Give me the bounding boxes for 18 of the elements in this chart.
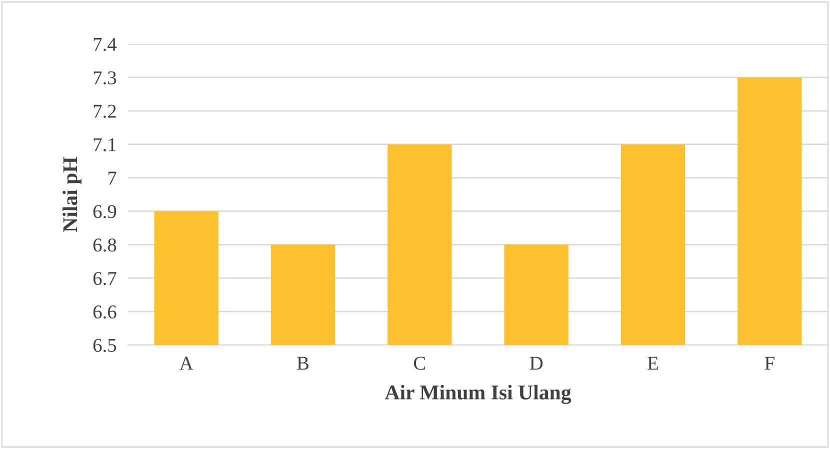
y-tick-label: 6.5	[93, 338, 116, 352]
y-tick-label: 6.8	[93, 238, 116, 252]
x-tick-label: C	[414, 356, 426, 370]
y-tick-label: 6.6	[93, 305, 116, 319]
x-tick-label: B	[297, 356, 309, 370]
y-tick-label: 7.2	[94, 104, 116, 118]
y-tick-label: 7.4	[94, 38, 117, 52]
x-tick-label: D	[530, 356, 543, 370]
x-tick-label: A	[180, 356, 194, 370]
y-axis-title: Nilai pH	[62, 156, 82, 232]
x-tick-label: E	[648, 356, 658, 370]
y-tick-label: 6.7	[93, 272, 116, 286]
y-tick-label: 7.1	[94, 138, 116, 152]
x-axis-title: Air Minum Isi Ulang	[384, 384, 572, 404]
y-tick-label: 7.3	[94, 71, 116, 84]
y-tick-label: 7	[108, 172, 116, 185]
x-tick-label: F	[764, 356, 774, 370]
y-tick-label: 6.9	[93, 205, 116, 218]
